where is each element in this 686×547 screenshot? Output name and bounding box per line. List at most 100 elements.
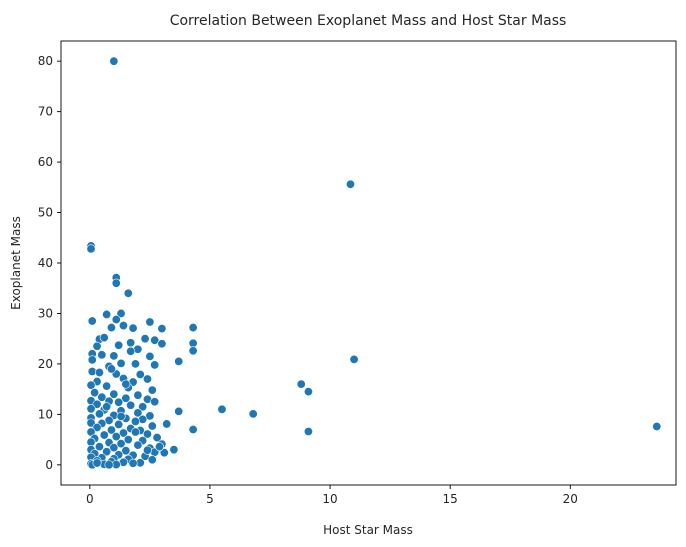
data-point <box>142 429 152 439</box>
x-tick-label: 10 <box>322 492 337 506</box>
data-point <box>169 445 179 455</box>
data-point <box>130 416 140 426</box>
data-point <box>102 309 112 319</box>
data-point <box>104 460 114 470</box>
data-point <box>345 179 355 189</box>
y-tick-label: 10 <box>38 407 53 421</box>
data-point <box>133 440 143 450</box>
plot-frame <box>60 40 677 486</box>
y-tick-label: 20 <box>38 357 53 371</box>
data-point <box>102 447 112 457</box>
data-point <box>133 390 143 400</box>
data-point <box>111 432 121 442</box>
data-point <box>109 443 119 453</box>
chart-title: Correlation Between Exoplanet Mass and H… <box>170 13 567 29</box>
data-point <box>86 244 96 254</box>
data-point <box>86 418 96 428</box>
data-point <box>111 278 121 288</box>
data-point <box>114 419 124 429</box>
data-point <box>145 411 155 421</box>
data-point <box>92 399 102 409</box>
data-point <box>150 335 160 345</box>
data-point <box>130 427 140 437</box>
data-point <box>111 315 121 325</box>
data-point <box>248 409 258 419</box>
data-point <box>188 424 198 434</box>
data-point <box>90 388 100 398</box>
y-tick-label: 50 <box>38 206 53 220</box>
data-point <box>116 358 126 368</box>
y-tick-label: 70 <box>38 105 53 119</box>
data-point <box>130 359 140 369</box>
data-point <box>99 333 109 343</box>
data-point <box>152 433 162 443</box>
data-point <box>94 367 104 377</box>
data-point <box>86 437 96 447</box>
data-point <box>147 455 157 465</box>
data-point <box>92 422 102 432</box>
data-point <box>87 316 97 326</box>
x-tick-label: 0 <box>86 492 94 506</box>
points-layer <box>86 56 662 470</box>
y-tick-label: 60 <box>38 155 53 169</box>
data-point <box>174 406 184 416</box>
data-point <box>121 379 131 389</box>
data-point <box>114 340 124 350</box>
data-point <box>123 288 133 298</box>
data-point <box>109 56 119 66</box>
data-point <box>147 421 157 431</box>
data-point <box>118 321 128 331</box>
data-point <box>109 389 119 399</box>
data-point <box>157 324 167 334</box>
y-tick-label: 30 <box>38 306 53 320</box>
data-point <box>126 346 136 356</box>
data-point <box>116 308 126 318</box>
data-point <box>303 387 313 397</box>
y-tick-label: 40 <box>38 256 53 270</box>
data-point <box>159 448 169 458</box>
data-point <box>106 323 116 333</box>
data-point <box>94 409 104 419</box>
data-point <box>102 381 112 391</box>
data-point <box>142 445 152 455</box>
data-point <box>135 369 145 379</box>
data-point <box>188 323 198 333</box>
data-point <box>296 379 306 389</box>
data-point <box>99 430 109 440</box>
data-point <box>133 408 143 418</box>
x-tick-label: 5 <box>206 492 214 506</box>
data-point <box>140 334 150 344</box>
data-point <box>162 419 172 429</box>
data-point <box>114 397 124 407</box>
ticks-layer: 0 5 10 15 20 0 10 20 30 40 50 60 70 80 <box>38 54 578 506</box>
data-point <box>128 323 138 333</box>
data-point <box>145 317 155 327</box>
data-point <box>126 400 136 410</box>
data-point <box>157 339 167 349</box>
data-point <box>116 411 126 421</box>
data-point <box>94 442 104 452</box>
data-point <box>155 442 165 452</box>
data-point <box>142 374 152 384</box>
data-point <box>123 435 133 445</box>
data-point <box>303 427 313 437</box>
data-point <box>188 338 198 348</box>
data-point <box>174 356 184 366</box>
data-point <box>97 392 107 402</box>
data-point <box>87 355 97 365</box>
data-point <box>86 404 96 414</box>
data-point <box>150 397 160 407</box>
data-point <box>652 421 662 431</box>
data-point <box>128 458 138 468</box>
data-point <box>106 364 116 374</box>
data-point <box>138 402 148 412</box>
data-point <box>97 350 107 360</box>
data-point <box>217 404 227 414</box>
data-point <box>145 351 155 361</box>
data-point <box>106 425 116 435</box>
data-point <box>188 346 198 356</box>
data-point <box>126 338 136 348</box>
y-tick-label: 80 <box>38 54 53 68</box>
data-point <box>121 393 131 403</box>
